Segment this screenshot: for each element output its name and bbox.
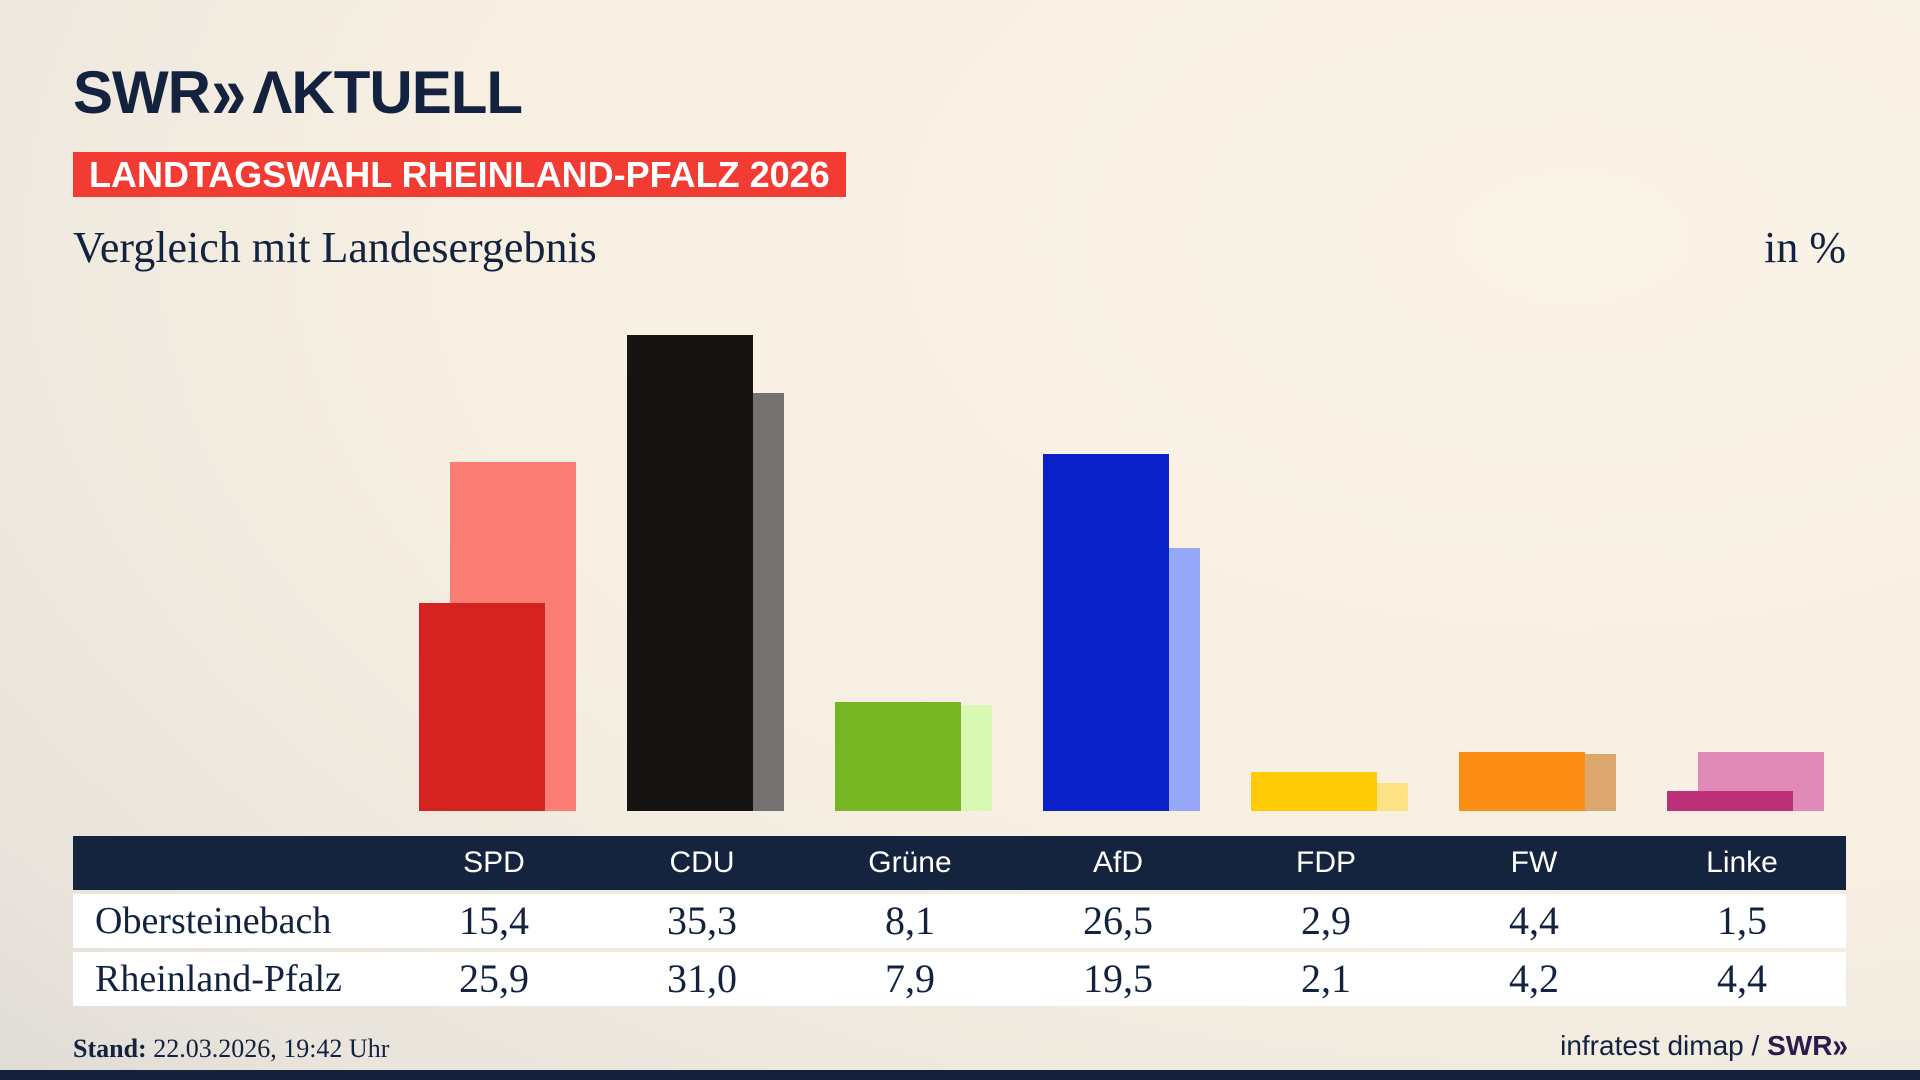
value-cell: 2,9 [1301, 898, 1351, 943]
table-header-row: SPD CDU Grüne AfD FDP FW Linke [73, 836, 1846, 890]
table-header-label-cell [73, 836, 390, 890]
aktuell-logo-text: ΛKTUELL [252, 59, 523, 126]
table-row-rheinland-pfalz: Rheinland-Pfalz 25,9 31,0 7,9 19,5 2,1 4… [73, 952, 1846, 1006]
column-header-fw: FW [1510, 846, 1558, 879]
stand-label: Stand: [73, 1034, 147, 1063]
bar-cdu-obersteinebach [627, 335, 753, 811]
swr-aktuell-logo: SWR» ΛKTUELL [73, 51, 523, 135]
value-cell: 26,5 [1083, 898, 1153, 943]
value-cell: 4,4 [1717, 956, 1767, 1001]
bar-fw-obersteinebach [1459, 752, 1585, 811]
column-header-linke: Linke [1706, 846, 1778, 879]
value-cell: 7,9 [885, 956, 935, 1001]
bar-spd-obersteinebach [419, 603, 545, 811]
column-header-cdu: CDU [669, 846, 735, 879]
value-cell: 19,5 [1083, 956, 1153, 1001]
double-chevron-icon: » [1832, 1026, 1848, 1064]
value-cell: 25,9 [459, 956, 529, 1001]
results-table: SPD CDU Grüne AfD FDP FW Linke Oberstein… [73, 836, 1846, 1010]
column-header-gruene: Grüne [868, 846, 952, 879]
table-row-obersteinebach: Obersteinebach 15,4 35,3 8,1 26,5 2,9 4,… [73, 894, 1846, 948]
chart-title: Vergleich mit Landesergebnis [73, 223, 597, 272]
value-cell: 31,0 [667, 956, 737, 1001]
unit-label: in % [1764, 223, 1846, 272]
row-label: Rheinland-Pfalz [95, 958, 342, 1000]
value-cell: 4,4 [1509, 898, 1559, 943]
row-label: Obersteinebach [95, 900, 332, 942]
column-header-spd: SPD [463, 846, 525, 879]
bar-gruene-obersteinebach [835, 702, 961, 811]
column-header-fdp: FDP [1296, 846, 1356, 879]
stand-value: 22.03.2026, 19:42 Uhr [146, 1034, 390, 1063]
swr-brand-text: SWR [1767, 1030, 1833, 1061]
double-chevron-icon: » [211, 50, 246, 135]
bar-linke-obersteinebach [1667, 791, 1793, 811]
bottom-navy-bar [0, 1070, 1920, 1080]
bar-chart [419, 335, 1824, 811]
election-badge: LANDTAGSWAHL RHEINLAND-PFALZ 2026 [73, 152, 846, 197]
value-cell: 15,4 [459, 898, 529, 943]
value-cell: 2,1 [1301, 956, 1351, 1001]
swr-logo-text: SWR [73, 59, 211, 126]
source-text: infratest dimap / [1560, 1030, 1768, 1061]
value-cell: 35,3 [667, 898, 737, 943]
bar-afd-obersteinebach [1043, 454, 1169, 811]
value-cell: 1,5 [1717, 898, 1767, 943]
bar-fdp-obersteinebach [1251, 772, 1377, 811]
source-credit: infratest dimap / SWR» [1560, 1026, 1848, 1064]
value-cell: 8,1 [885, 898, 935, 943]
timestamp: Stand: 22.03.2026, 19:42 Uhr [73, 1034, 389, 1064]
column-header-afd: AfD [1092, 846, 1143, 879]
value-cell: 4,2 [1509, 956, 1559, 1001]
